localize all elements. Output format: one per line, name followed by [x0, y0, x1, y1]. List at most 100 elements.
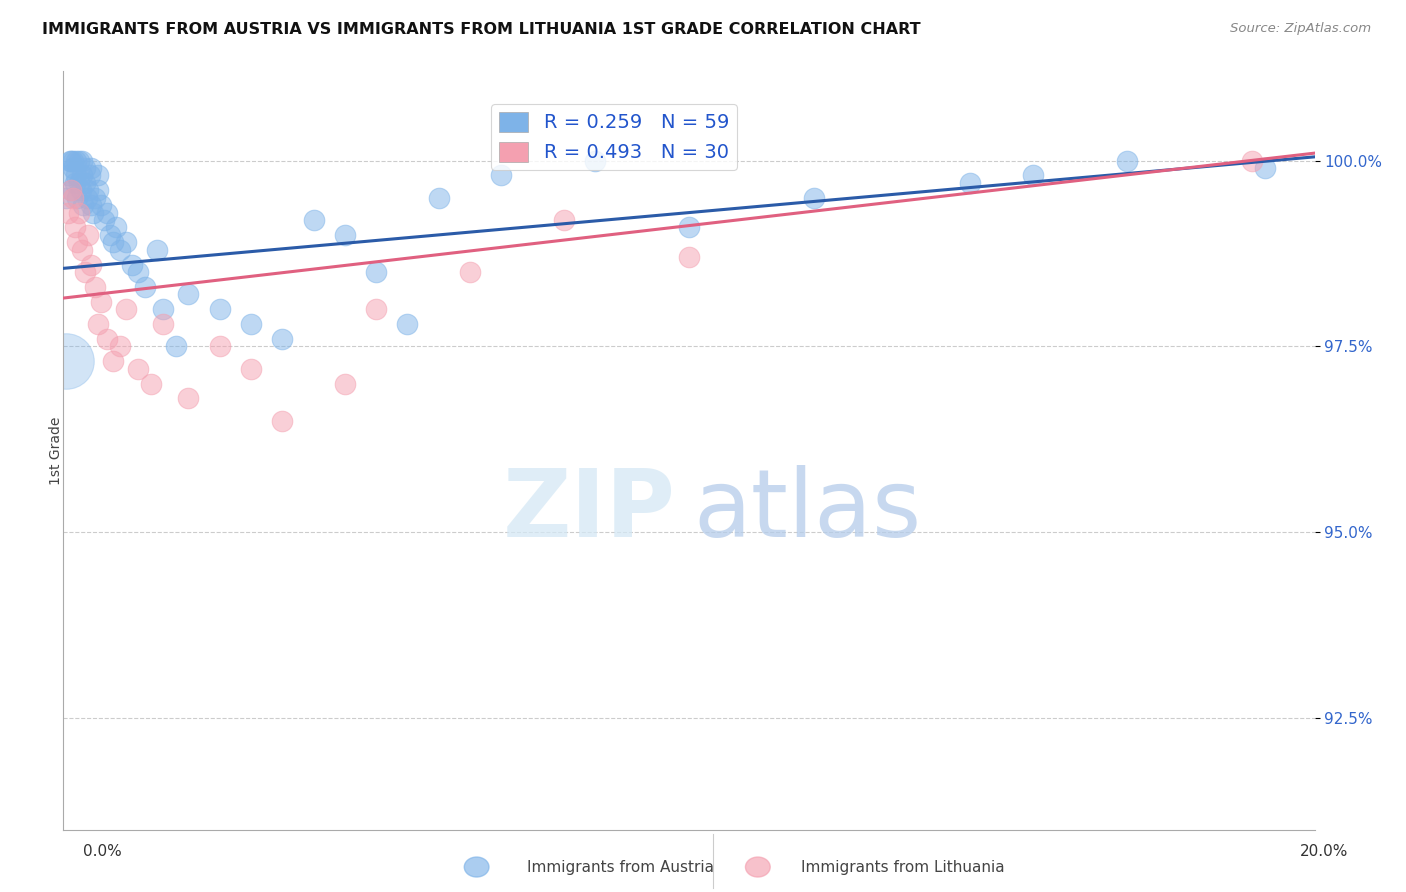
- Point: [63, 220, 86, 235]
- Point: [1116, 153, 1139, 168]
- Point: [77, 183, 100, 197]
- Text: IMMIGRANTS FROM AUSTRIA VS IMMIGRANTS FROM LITHUANIA 1ST GRADE CORRELATION CHART: IMMIGRANTS FROM AUSTRIA VS IMMIGRANTS FR…: [42, 22, 921, 37]
- Point: [491, 169, 513, 183]
- Point: [366, 302, 388, 317]
- Point: [66, 235, 89, 250]
- Point: [70, 153, 93, 168]
- Point: [553, 213, 575, 227]
- Point: [177, 392, 200, 406]
- Point: [333, 227, 356, 242]
- Point: [86, 183, 108, 197]
- Point: [96, 332, 118, 346]
- Point: [139, 376, 162, 391]
- Point: [80, 198, 103, 212]
- Point: [127, 361, 149, 376]
- Point: [72, 198, 94, 212]
- Point: [55, 191, 77, 205]
- Point: [333, 376, 356, 391]
- Point: [134, 280, 156, 294]
- Point: [152, 317, 174, 331]
- Point: [80, 161, 103, 175]
- Point: [75, 161, 97, 175]
- Point: [90, 198, 112, 212]
- Point: [58, 169, 80, 183]
- Point: [1022, 169, 1045, 183]
- Point: [458, 265, 481, 279]
- Point: [959, 176, 981, 190]
- Point: [803, 191, 825, 205]
- Point: [80, 258, 103, 272]
- Point: [98, 227, 121, 242]
- Point: [76, 191, 98, 205]
- Point: [83, 280, 105, 294]
- Point: [86, 317, 108, 331]
- Point: [60, 183, 83, 197]
- Point: [1253, 161, 1275, 175]
- Point: [75, 176, 97, 190]
- Point: [271, 332, 294, 346]
- Point: [177, 287, 200, 301]
- Point: [208, 339, 231, 353]
- Point: [67, 153, 90, 168]
- Circle shape: [464, 857, 489, 877]
- Point: [75, 265, 97, 279]
- Point: [239, 317, 263, 331]
- Y-axis label: 1st Grade: 1st Grade: [49, 417, 63, 484]
- Point: [62, 191, 84, 205]
- Point: [165, 339, 187, 353]
- Text: Immigrants from Austria: Immigrants from Austria: [527, 860, 714, 874]
- Point: [70, 243, 93, 257]
- Text: ZIP: ZIP: [502, 465, 675, 558]
- Point: [121, 258, 143, 272]
- Point: [65, 153, 87, 168]
- Point: [271, 414, 294, 428]
- Point: [67, 205, 90, 219]
- Text: 20.0%: 20.0%: [1301, 845, 1348, 859]
- Point: [152, 302, 174, 317]
- Point: [55, 354, 77, 368]
- Text: Source: ZipAtlas.com: Source: ZipAtlas.com: [1230, 22, 1371, 36]
- Point: [103, 354, 125, 368]
- Point: [678, 220, 700, 235]
- Point: [82, 205, 104, 219]
- Point: [69, 183, 91, 197]
- Point: [1241, 153, 1264, 168]
- Point: [427, 191, 450, 205]
- Point: [86, 169, 108, 183]
- Point: [302, 213, 325, 227]
- Point: [58, 153, 80, 168]
- Point: [59, 153, 82, 168]
- Point: [62, 153, 84, 168]
- Point: [146, 243, 169, 257]
- Point: [108, 243, 131, 257]
- Point: [65, 169, 87, 183]
- Point: [366, 265, 388, 279]
- Point: [396, 317, 419, 331]
- Point: [59, 183, 82, 197]
- Circle shape: [745, 857, 770, 877]
- Legend: R = 0.259   N = 59, R = 0.493   N = 30: R = 0.259 N = 59, R = 0.493 N = 30: [491, 103, 737, 170]
- Point: [96, 205, 118, 219]
- Point: [62, 161, 84, 175]
- Point: [678, 250, 700, 264]
- Point: [77, 227, 100, 242]
- Point: [90, 294, 112, 309]
- Point: [108, 339, 131, 353]
- Point: [115, 235, 138, 250]
- Point: [66, 191, 89, 205]
- Point: [67, 176, 90, 190]
- Point: [583, 153, 606, 168]
- Point: [93, 213, 115, 227]
- Point: [103, 235, 125, 250]
- Text: 0.0%: 0.0%: [83, 845, 122, 859]
- Point: [63, 176, 86, 190]
- Point: [105, 220, 128, 235]
- Point: [208, 302, 231, 317]
- Point: [239, 361, 263, 376]
- Point: [70, 169, 93, 183]
- Point: [115, 302, 138, 317]
- Point: [58, 205, 80, 219]
- Point: [83, 191, 105, 205]
- Text: atlas: atlas: [693, 465, 922, 558]
- Point: [127, 265, 149, 279]
